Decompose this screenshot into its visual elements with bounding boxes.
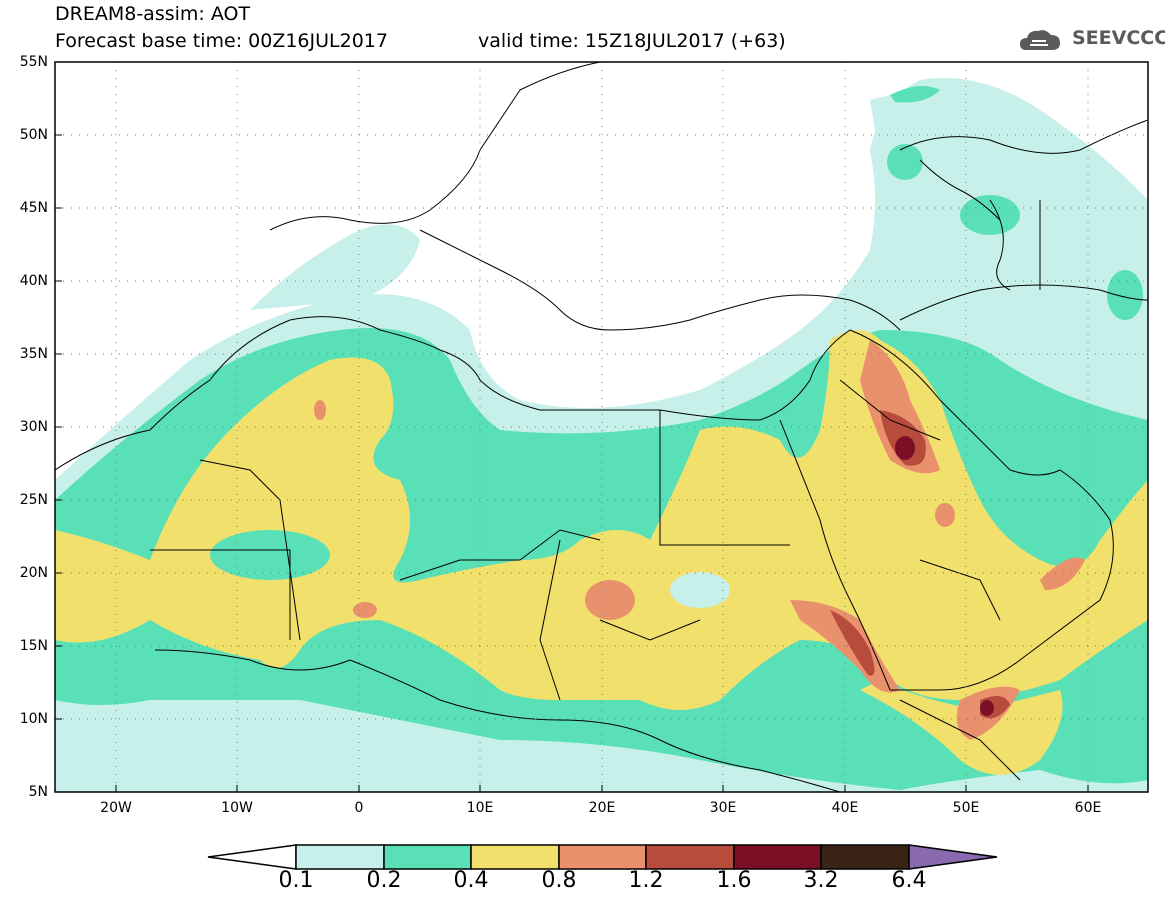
aot-contour-1.6 — [895, 436, 915, 460]
lat-label: 10N — [19, 711, 48, 727]
lat-label: 50N — [19, 127, 48, 143]
lat-label: 45N — [19, 200, 48, 216]
logo-text: SEEVCCC — [1072, 27, 1165, 49]
map-title: DREAM8-assim: AOT — [55, 3, 251, 25]
forecast-base-time: Forecast base time: 00Z16JUL2017 — [55, 30, 388, 52]
gridlines — [55, 62, 1148, 792]
lon-label: 50E — [952, 800, 980, 816]
lat-label: 20N — [19, 565, 48, 581]
cloud-icon — [1020, 30, 1060, 50]
lat-label: 30N — [19, 419, 48, 435]
lon-label: 10W — [221, 800, 253, 816]
colorbar-label: 1.2 — [628, 868, 664, 893]
lon-label: 60E — [1074, 800, 1102, 816]
colorbar-label: 0.1 — [278, 868, 314, 893]
lon-label: 0 — [354, 800, 364, 816]
lon-label: 40E — [831, 800, 859, 816]
valid-time: valid time: 15Z18JUL2017 (+63) — [478, 30, 786, 52]
colorbar-label: 1.6 — [716, 868, 752, 893]
lon-label: 20W — [100, 800, 132, 816]
lat-label: 5N — [28, 784, 48, 800]
colorbar-label: 6.4 — [891, 868, 927, 893]
lon-label: 30E — [709, 800, 737, 816]
lat-label: 15N — [19, 638, 48, 654]
lat-label: 40N — [19, 273, 48, 289]
lon-label: 10E — [466, 800, 494, 816]
colorbar-label: 0.8 — [541, 868, 577, 893]
lon-label: 20E — [588, 800, 616, 816]
lat-label: 35N — [19, 346, 48, 362]
colorbar-label: 0.2 — [366, 868, 402, 893]
colorbar-label: 3.2 — [803, 868, 839, 893]
lat-label: 25N — [19, 492, 48, 508]
lat-label: 55N — [19, 54, 48, 70]
colorbar-label: 0.4 — [453, 868, 489, 893]
